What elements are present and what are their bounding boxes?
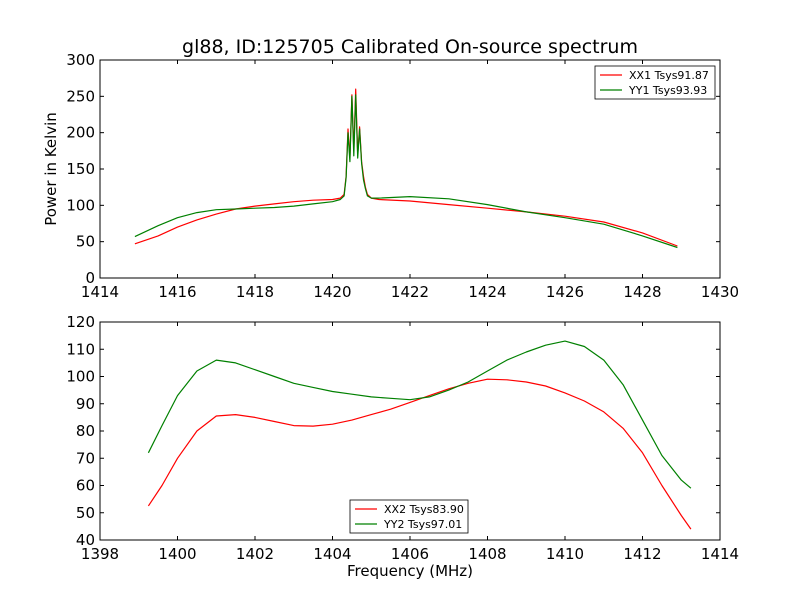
x-tick-label: 1404 [313, 545, 351, 563]
y-tick-label: 100 [66, 368, 95, 386]
legend-label-xx2: XX2 Tsys83.90 [384, 503, 464, 516]
y-axis-label: Power in Kelvin [42, 112, 60, 226]
legend: XX2 Tsys83.90 YY2 Tsys97.01 [349, 499, 469, 534]
top-spectrum-panel: gl88, ID:125705 Calibrated On-source spe… [42, 36, 739, 301]
x-tick-label: 1420 [313, 283, 351, 301]
x-tick-label: 1424 [468, 283, 506, 301]
x-tick-label: 1428 [623, 283, 661, 301]
legend: XX1 Tsys91.87 YY1 Tsys93.93 [594, 65, 716, 100]
legend-label-xx1: XX1 Tsys91.87 [629, 69, 709, 82]
x-tick-label: 1412 [623, 545, 661, 563]
x-tick-label: 1408 [468, 545, 506, 563]
x-tick-label: 1406 [391, 545, 429, 563]
y-tick-label: 50 [76, 504, 95, 522]
x-tick-label: 1398 [81, 545, 119, 563]
y-tick-label: 110 [66, 340, 95, 358]
y-tick-label: 90 [76, 395, 95, 413]
y-tick-label: 200 [66, 124, 95, 142]
y-tick-label: 80 [76, 422, 95, 440]
x-tick-label: 1416 [158, 283, 196, 301]
x-tick-label: 1410 [546, 545, 584, 563]
y-tick-label: 0 [85, 269, 95, 287]
x-axis-label: Frequency (MHz) [347, 562, 473, 580]
y-tick-label: 250 [66, 87, 95, 105]
x-tick-label: 1426 [546, 283, 584, 301]
series-layer [147, 340, 692, 530]
y-tick-label: 150 [66, 160, 95, 178]
y-tick-label: 300 [66, 51, 95, 69]
x-tick-label: 1414 [701, 545, 739, 563]
x-tick-label: 1422 [391, 283, 429, 301]
y-tick-label: 70 [76, 449, 95, 467]
legend-label-yy2: YY2 Tsys97.01 [383, 518, 462, 531]
y-tick-label: 120 [66, 313, 95, 331]
legend-box [349, 499, 469, 534]
series-layer [134, 88, 678, 249]
x-tick-label: 1430 [701, 283, 739, 301]
ticks-layer: 1398 1400 1402 1404 1406 1408 1410 1412 1414 40 50… [66, 313, 739, 563]
y-tick-label: 50 [76, 233, 95, 251]
y-tick-label: 40 [76, 531, 95, 549]
ticks-layer: 1414 1416 1418 1420 1422 1424 1426 1428 1430 0 50 1… [66, 51, 739, 301]
y-tick-label: 100 [66, 196, 95, 214]
bottom-spectrum-panel: Frequency (MHz) 1398 1400 1402 1404 1406 1408… [66, 313, 739, 580]
y-tick-label: 60 [76, 477, 95, 495]
x-tick-label: 1418 [236, 283, 274, 301]
x-tick-label: 1400 [158, 545, 196, 563]
series-line-xx [147, 378, 692, 530]
series-line-yy [134, 94, 678, 249]
x-tick-label: 1402 [236, 545, 274, 563]
x-tick-label: 1414 [81, 283, 119, 301]
series-line-yy [147, 340, 692, 489]
legend-box [594, 65, 716, 100]
chart-title: gl88, ID:125705 Calibrated On-source spe… [182, 36, 638, 58]
legend-label-yy1: YY1 Tsys93.93 [628, 84, 707, 97]
